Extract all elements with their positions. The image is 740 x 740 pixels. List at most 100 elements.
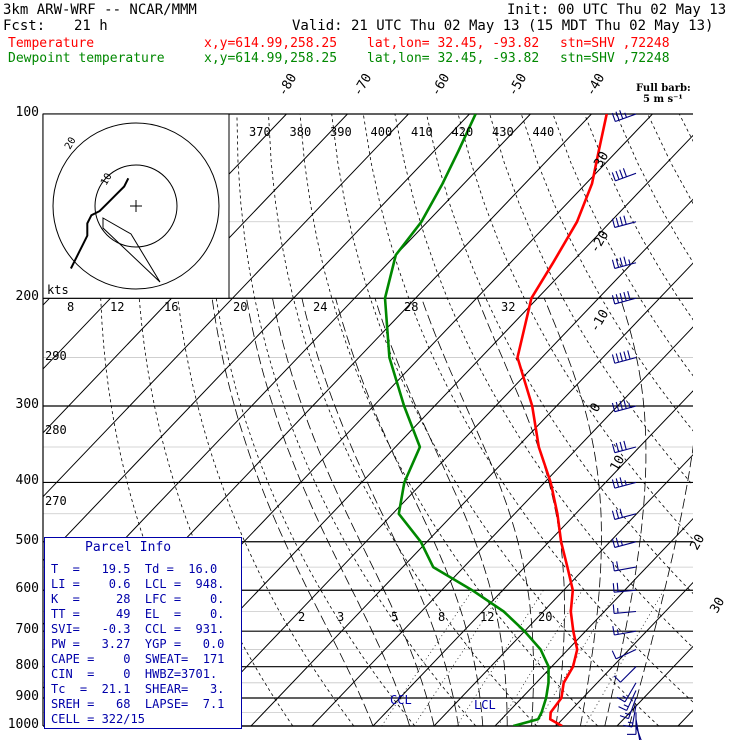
mixing-ratio-label: 8 (438, 610, 445, 624)
isotherm-line (43, 114, 470, 562)
wind-barb-flag (613, 675, 621, 683)
wind-barb-flag (623, 256, 627, 266)
header-init: Init: 00 UTC Thu 02 May 13 (507, 2, 727, 18)
moist-adiabat-line (477, 298, 565, 726)
parcel-row: SVI= -0.3 CCL = 931. (51, 622, 225, 636)
dry-adiabat-line (615, 114, 693, 263)
isotherm-line (189, 198, 693, 726)
hodograph-ring-20 (52, 122, 220, 290)
isotherm-line (555, 581, 693, 726)
wind-barb-flag (612, 561, 615, 572)
wind-barb-flag (615, 170, 620, 180)
wind-barb-half (627, 721, 633, 724)
moist-adiabat-line (421, 298, 534, 726)
moist-adiabat-line (543, 298, 602, 726)
wind-barb-flag (611, 443, 616, 453)
wind-barb-flag (615, 294, 620, 304)
wind-barb-flag (615, 258, 620, 268)
left-theta-label: 280 (45, 423, 67, 437)
hodograph-trace (70, 177, 130, 269)
wind-barb-flag (619, 441, 623, 451)
mixing-ratio-label: 20 (538, 610, 552, 624)
parcel-row: PW = 3.27 YGP = 0.0 (51, 637, 225, 651)
wind-barb (612, 604, 637, 614)
mixing-ratio-label: 3 (337, 610, 344, 624)
legend-dewpoint: Dewpoint temperature (8, 51, 165, 66)
parcel-row: LI = 0.6 LCL = 948. (51, 577, 225, 591)
wind-barb-flag (619, 477, 623, 487)
pressure-level-label: 100 (15, 105, 39, 120)
wind-barb (611, 649, 637, 660)
header-stn-dew: stn=SHV ,72248 (560, 51, 670, 66)
wind-barb-flag (615, 537, 620, 547)
theta-label: 430 (492, 125, 514, 139)
dry-adiabat-line (299, 114, 599, 726)
pressure-level-label: 400 (15, 473, 39, 489)
pressure-level-label: 500 (15, 532, 39, 548)
parcel-info-title: Parcel Info (85, 540, 172, 555)
wind-barb-staff (615, 172, 637, 182)
wind-barb (627, 712, 637, 735)
dry-adiabat-line (362, 114, 693, 703)
kts-label: 16 (164, 300, 178, 314)
wind-barb-staff (631, 705, 637, 728)
wind-barb-flag (627, 290, 631, 300)
mixing-ratio-label: 2 (298, 610, 305, 624)
wind-barb-half (623, 704, 629, 708)
wind-barb-flag (611, 112, 616, 122)
isotherm-label: -50 (505, 71, 530, 99)
wind-barb (611, 399, 637, 413)
wind-barb-flag (611, 259, 616, 269)
moist-adiabat-line (628, 444, 693, 726)
wind-barb (611, 440, 637, 454)
isotherm-label: 0 (587, 401, 604, 415)
wind-barb (611, 290, 637, 305)
isotherm-label: -20 (587, 228, 612, 256)
wind-barb-half (622, 695, 628, 699)
dry-adiabat-line (584, 114, 693, 321)
dry-adiabat-line (489, 114, 693, 486)
lcl-label: LCL (474, 698, 496, 712)
dry-adiabat-line (678, 114, 693, 142)
wind-barb (611, 508, 637, 520)
wind-barb-staff (615, 649, 637, 660)
wind-barb-flag (618, 706, 627, 711)
wind-barb-half (624, 480, 627, 486)
wind-barb-flag (619, 257, 623, 267)
isotherm-label: 30 (707, 595, 728, 616)
header-model: 3km ARW-WRF -- NCAR/MMM (3, 2, 197, 18)
pressure-level-label: 1000 (7, 717, 39, 732)
wind-barb (611, 537, 637, 548)
isotherm-line (43, 114, 409, 498)
dry-adiabat-line (426, 114, 693, 595)
wind-barb-flag (615, 217, 620, 227)
wind-barb-staff (614, 566, 637, 572)
wind-barb-flag (619, 169, 624, 179)
wind-barb-half (628, 402, 631, 408)
wind-barb (611, 477, 637, 489)
wind-barb-staff (614, 446, 637, 454)
wind-barb (612, 582, 637, 593)
wind-barb-staff (614, 589, 637, 593)
wind-barb-staff (614, 357, 637, 364)
mixing-ratio-line (413, 590, 504, 726)
wind-barb-flag (611, 218, 616, 228)
isotherm-label: 20 (687, 532, 708, 553)
dry-adiabat-line (204, 114, 416, 726)
parcel-row: T = 19.5 Td = 16.0 (51, 562, 218, 576)
wind-barb (619, 697, 637, 720)
parcel-row: TT = 49 EL = 0. (51, 607, 225, 621)
theta-label: 440 (533, 125, 555, 139)
wind-barb-staff (614, 262, 637, 269)
wind-barb-flag (619, 216, 623, 226)
parcel-row: Tc = 21.1 SHEAR= 3. (51, 682, 225, 696)
dry-adiabat-line (647, 114, 693, 205)
header-fcst-label: Fcst: (3, 18, 46, 34)
wind-barb-flag (615, 111, 620, 121)
isotherm-label: -80 (275, 71, 300, 99)
moist-adiabat-line (246, 298, 410, 726)
pressure-level-label: 800 (15, 657, 39, 673)
isotherm-line (616, 645, 693, 726)
wind-barb-flag (623, 724, 633, 728)
wind-barb-staff (615, 113, 637, 123)
